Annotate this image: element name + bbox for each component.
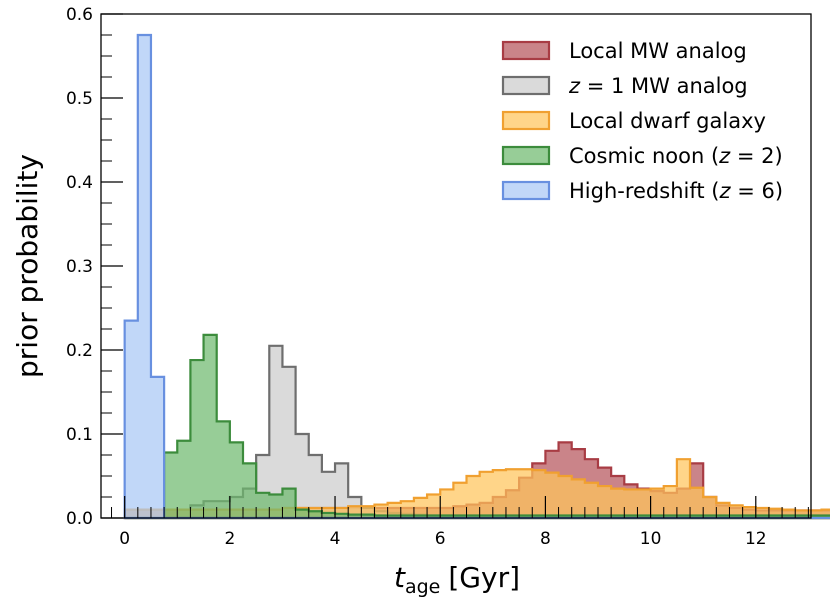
y-axis-label: prior probability [11, 154, 44, 378]
histogram-series-layer [123, 33, 830, 520]
y-tick-label: 0.5 [66, 89, 93, 109]
x-axis: 0 2 4 6 8 10 12 [111, 496, 809, 549]
x-tick-label: 2 [224, 529, 235, 549]
y-tick-label: 0.6 [66, 5, 93, 25]
x-tick-label: 12 [745, 529, 767, 549]
y-axis: 0.0 0.1 0.2 0.3 0.4 0.5 0.6 [66, 5, 123, 529]
histogram-series-2 [123, 458, 830, 520]
legend-swatch [501, 145, 551, 166]
x-tick-label: 8 [540, 529, 551, 549]
legend-swatch [501, 110, 551, 131]
legend-swatch [501, 40, 551, 61]
x-tick-label: 10 [640, 529, 662, 549]
x-tick-label: 4 [330, 529, 341, 549]
legend-label: Cosmic noon (z = 2) [569, 144, 783, 168]
legend: Local MW analog z = 1 MW analog Local dwar… [501, 39, 783, 203]
histogram-series-3 [124, 333, 830, 520]
legend-swatch [501, 75, 551, 96]
y-tick-label: 0.1 [66, 425, 93, 445]
x-tick-label: 0 [119, 529, 130, 549]
y-tick-label: 0.4 [66, 173, 93, 193]
legend-label: Local MW analog [569, 39, 747, 63]
y-tick-label: 0.3 [66, 257, 93, 277]
legend-swatch [501, 180, 551, 201]
y-tick-label: 0.0 [66, 509, 93, 529]
x-tick-label: 6 [435, 529, 446, 549]
legend-label: High-redshift (z = 6) [569, 179, 783, 203]
legend-label: Local dwarf galaxy [569, 109, 766, 133]
legend-label: z = 1 MW analog [568, 74, 748, 98]
y-tick-label: 0.2 [66, 341, 93, 361]
x-axis-label: tage [Gyr] [394, 561, 520, 598]
